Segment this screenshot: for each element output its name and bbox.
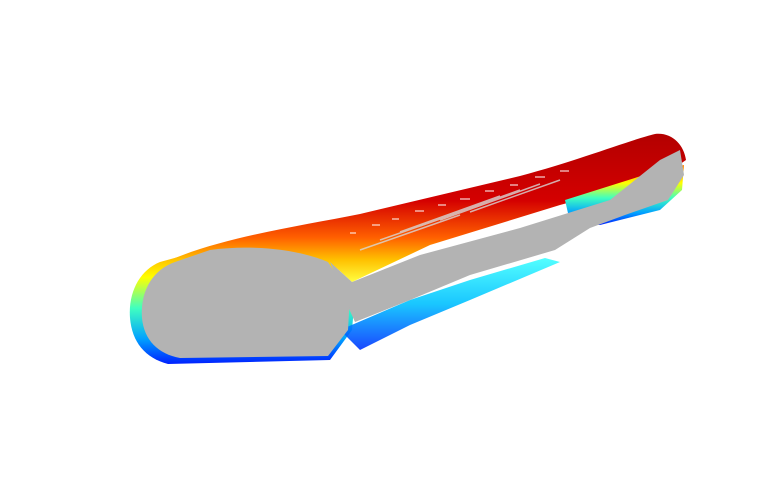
tube-near-cap [141,247,350,358]
tube-top-surface [175,133,686,282]
top-speckles [350,170,569,234]
speckle-streaks [359,179,561,251]
tube-lower-band [340,258,560,350]
tube-body [330,150,684,322]
